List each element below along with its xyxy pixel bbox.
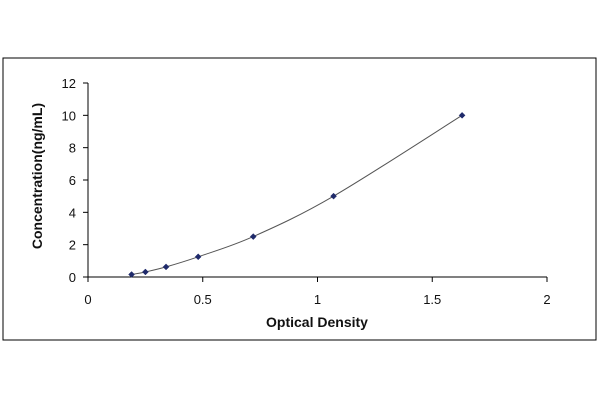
data-point	[142, 268, 149, 276]
y-tick-label: 4	[69, 205, 76, 220]
data-point	[330, 192, 337, 200]
tick-labels: 0 0.5 1 1.5 2 0 2 4 6 8 10 12	[62, 76, 551, 307]
data-point	[162, 263, 170, 271]
data-points	[128, 111, 466, 278]
y-axis-title: Concentration(ng/mL)	[29, 103, 45, 249]
y-tick-label: 2	[69, 238, 76, 253]
y-tick-label: 6	[69, 173, 76, 188]
data-point	[249, 233, 257, 240]
x-tick-label: 2	[543, 292, 550, 307]
x-axis-title: Optical Density	[266, 314, 368, 330]
x-tick-label: 0.5	[194, 292, 212, 307]
y-tick-label: 8	[69, 141, 76, 156]
x-tick-label: 1	[314, 292, 321, 307]
x-tick-label: 1.5	[423, 292, 441, 307]
y-tick-label: 10	[62, 108, 76, 123]
data-point	[128, 271, 135, 278]
axes	[83, 82, 548, 282]
data-point	[458, 111, 466, 119]
chart-frame	[2, 57, 597, 341]
x-tick-label: 0	[84, 292, 91, 307]
data-point	[194, 253, 202, 261]
y-tick-label: 12	[62, 76, 76, 91]
y-tick-label: 0	[69, 270, 76, 285]
